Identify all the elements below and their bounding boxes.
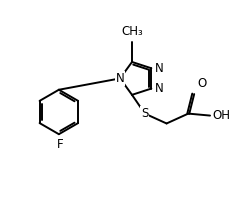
Text: N: N xyxy=(155,82,163,95)
Text: O: O xyxy=(196,77,205,90)
Text: N: N xyxy=(155,62,163,75)
Text: N: N xyxy=(115,72,124,85)
Text: CH₃: CH₃ xyxy=(121,25,142,38)
Text: S: S xyxy=(140,107,148,120)
Text: OH: OH xyxy=(211,109,229,122)
Text: F: F xyxy=(57,138,63,150)
